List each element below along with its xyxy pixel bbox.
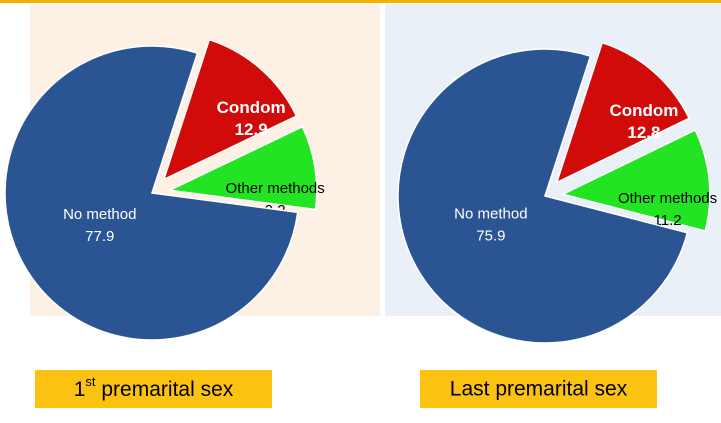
title-part: premarital sex [96, 378, 234, 401]
title-box [420, 370, 657, 408]
slice-label: Condom [609, 101, 678, 120]
slice-value: 11.2 [654, 212, 682, 229]
pie-slice [4, 45, 299, 341]
title-part: st [85, 374, 96, 389]
pie-slice [397, 48, 689, 344]
title-box [35, 370, 272, 408]
slice-value: 12.9 [235, 120, 268, 139]
slice-label: Condom [217, 98, 286, 117]
pie-slice [162, 38, 298, 181]
chart-title: Last premarital sex [450, 378, 628, 401]
pie-slice [555, 41, 691, 184]
pie-slice [560, 129, 711, 232]
slice-value: 12.8 [627, 123, 660, 142]
slice-label: Other methods [618, 190, 717, 207]
slice-value: 75.9 [476, 228, 505, 245]
top-rule [0, 0, 721, 3]
slice-label: No method [63, 206, 136, 223]
slice-value: 77.9 [85, 228, 114, 245]
slice-label: No method [454, 206, 527, 223]
title-part: 1 [74, 378, 86, 401]
chart-title: 1st premarital sex [74, 374, 234, 400]
slice-label: Other methods [226, 180, 325, 197]
pie-slice [167, 125, 318, 211]
